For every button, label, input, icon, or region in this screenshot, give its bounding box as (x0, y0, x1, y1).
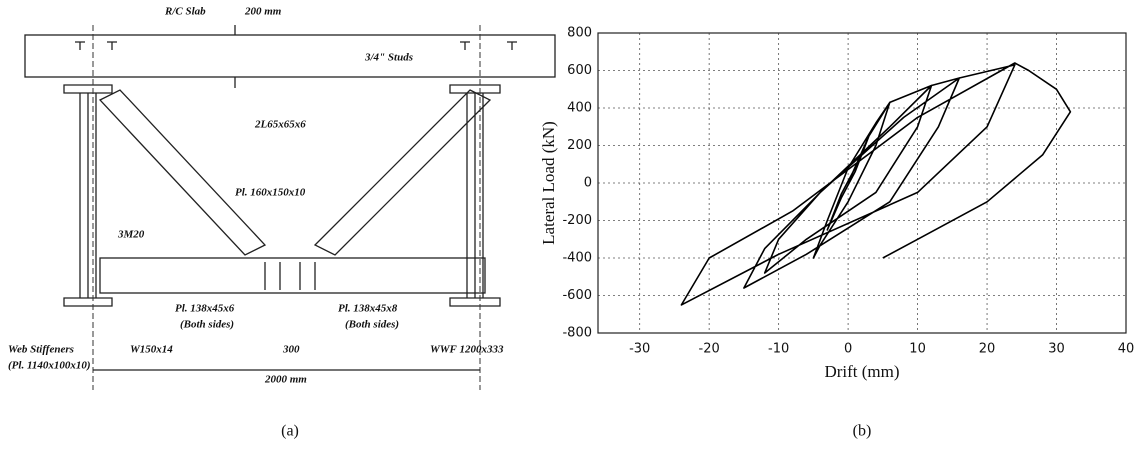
label: Web Stiffeners (8, 344, 74, 356)
figure: R/C Slab 200 mm 3/4" Studs 2L65x65x6 Pl.… (0, 0, 1141, 448)
label: Pl. 138x45x6 (175, 303, 235, 315)
x-axis-title: Drift (mm) (824, 362, 899, 381)
caption: (b) (853, 423, 872, 440)
left-column (64, 85, 112, 306)
caption: (a) (281, 423, 299, 440)
y-tick-label: 200 (567, 138, 592, 153)
y-tick-label: -600 (562, 288, 592, 303)
label: 2000 mm (264, 374, 307, 386)
x-tick-label: -20 (699, 342, 720, 357)
x-tick-label: -10 (768, 342, 789, 357)
beam (100, 258, 485, 293)
label: 300 (282, 344, 300, 356)
x-tick-label: 0 (844, 342, 852, 357)
plates (265, 262, 315, 290)
right-column (450, 85, 500, 306)
label: (Both sides) (180, 319, 234, 331)
label: 3/4" Studs (364, 52, 413, 64)
x-tick-label: 30 (1048, 342, 1065, 357)
y-tick-label: 400 (567, 101, 592, 116)
x-tick-label: 40 (1118, 342, 1135, 357)
right-brace (315, 90, 490, 255)
chart: -800 -600 -400 -200 0 200 400 600 800 -30 -20 -10 0 1… (539, 26, 1134, 440)
label: WWF 1200x333 (430, 344, 504, 356)
label: 2L65x65x6 (254, 119, 306, 131)
frame-diagram: R/C Slab 200 mm 3/4" Studs 2L65x65x6 Pl.… (8, 6, 555, 440)
label: R/C Slab (164, 6, 206, 18)
x-tick-label: 10 (909, 342, 926, 357)
slab (25, 35, 555, 77)
label: 3M20 (117, 229, 145, 241)
label: (Pl. 1140x100x10) (8, 360, 91, 372)
y-tick-label: 0 (584, 176, 592, 191)
label: W150x14 (130, 344, 173, 356)
label: 200 mm (244, 6, 282, 18)
y-axis-title: Lateral Load (kN) (539, 121, 558, 245)
label: Pl. 138x45x8 (338, 303, 398, 315)
x-tick-label: 20 (979, 342, 996, 357)
label: (Both sides) (345, 319, 399, 331)
y-tick-label: 800 (567, 26, 592, 41)
hysteresis-curve (681, 63, 1070, 305)
x-tick-label: -30 (629, 342, 650, 357)
y-tick-label: -800 (562, 326, 592, 341)
y-tick-label: -200 (562, 213, 592, 228)
plot-frame (598, 33, 1126, 333)
label: Pl. 160x150x10 (235, 187, 306, 199)
y-tick-label: -400 (562, 251, 592, 266)
studs (75, 42, 517, 50)
y-tick-label: 600 (567, 63, 592, 78)
